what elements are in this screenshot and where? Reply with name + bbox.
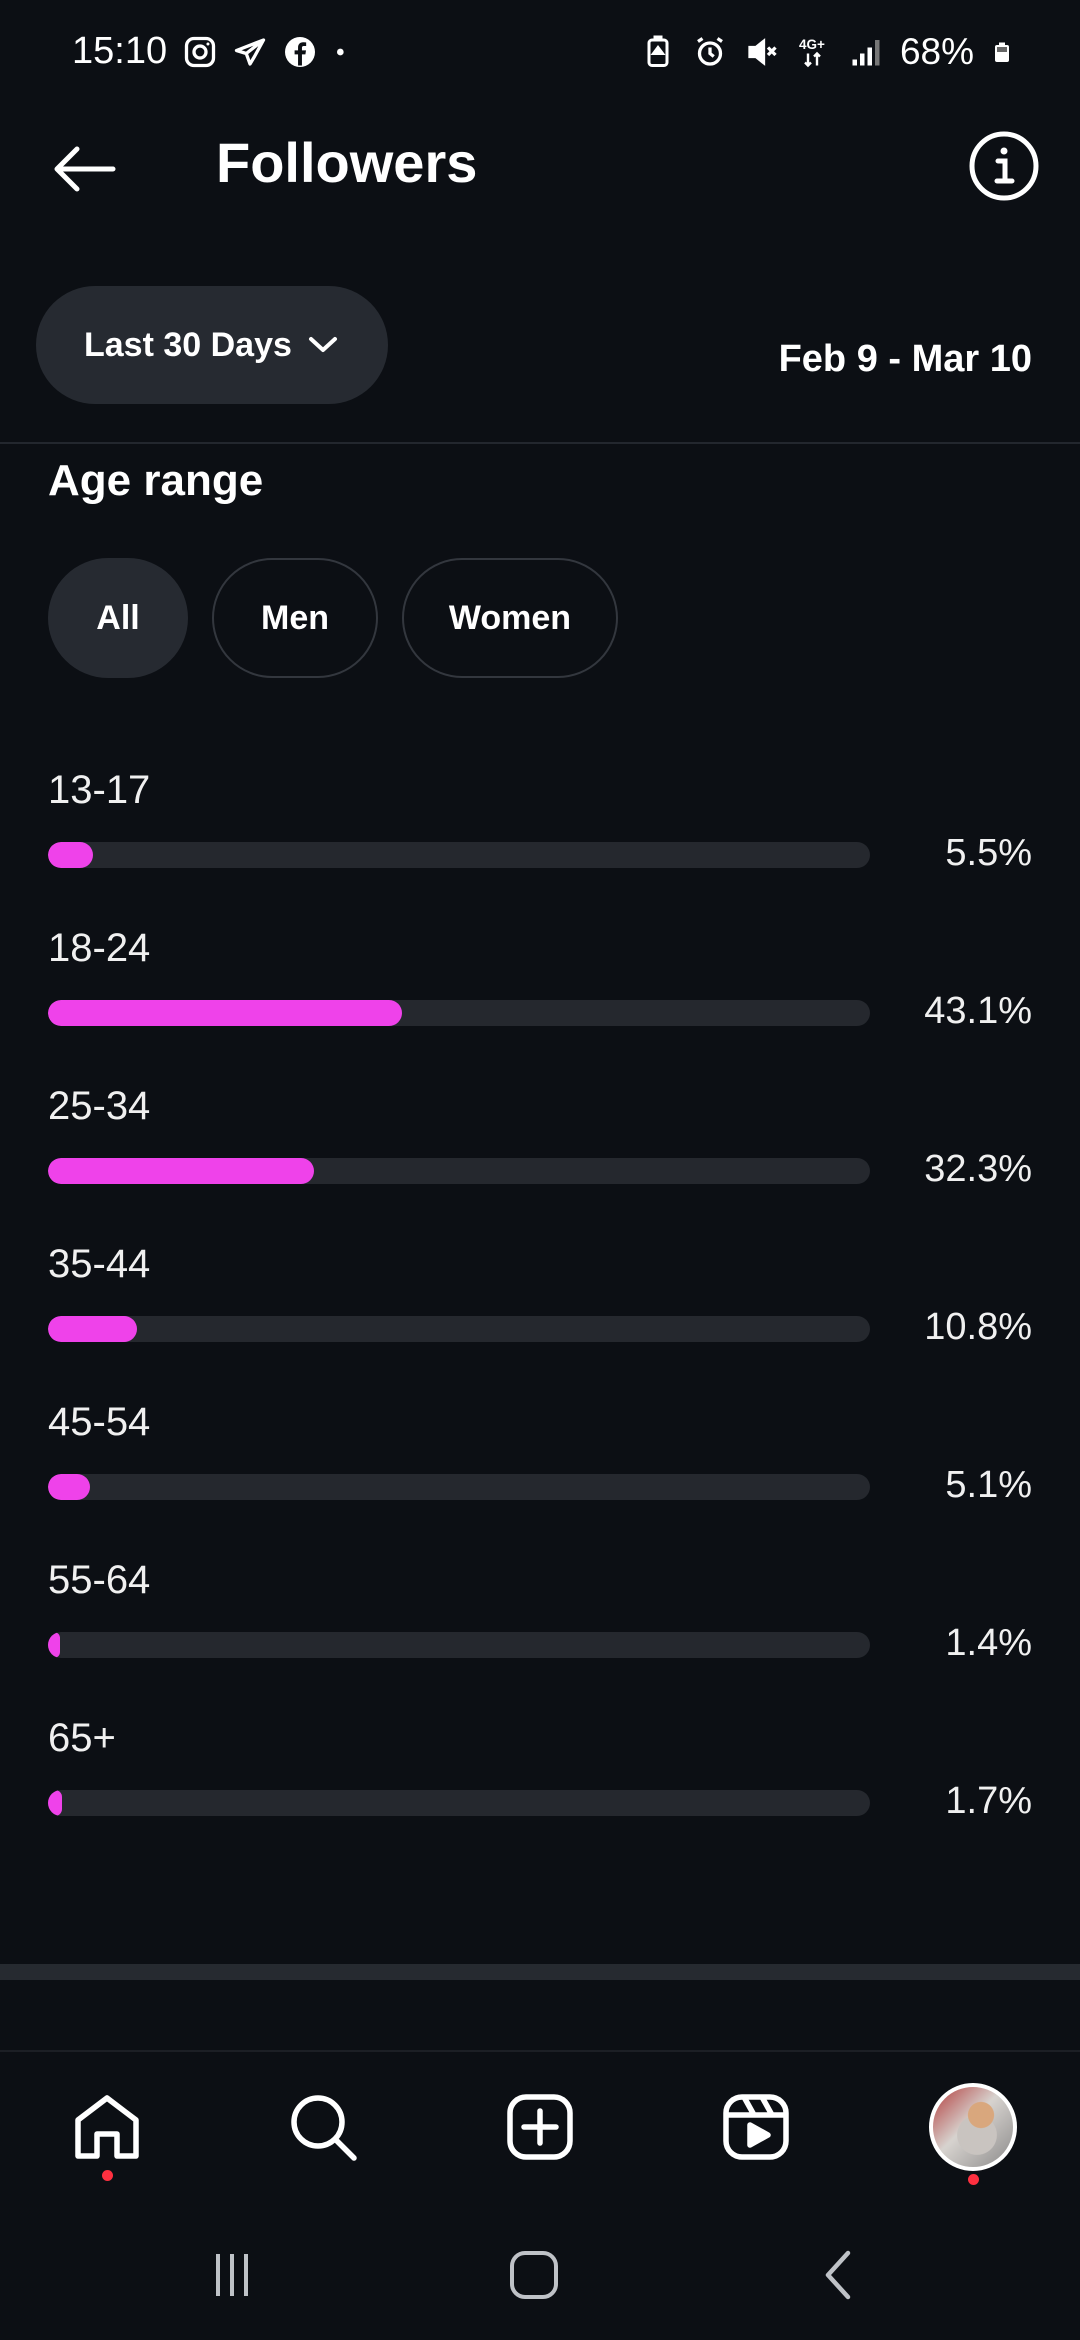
age-row: 45-54 5.1% xyxy=(0,1392,1080,1550)
age-value: 5.1% xyxy=(945,1464,1032,1506)
nav-home[interactable] xyxy=(62,2082,152,2181)
battery-percent: 68% xyxy=(899,31,974,72)
instagram-icon xyxy=(184,36,216,68)
age-label: 45-54 xyxy=(48,1400,151,1444)
network-4g-icon: 4G+ xyxy=(799,37,825,68)
dot-icon xyxy=(337,48,344,56)
age-label: 35-44 xyxy=(48,1242,151,1286)
arrow-left-icon xyxy=(54,146,116,192)
age-row: 55-64 1.4% xyxy=(0,1550,1080,1708)
gender-filter-chips: All Men Women xyxy=(48,558,618,678)
recent-apps-button[interactable] xyxy=(192,2240,272,2310)
age-row: 25-34 32.3% xyxy=(0,1076,1080,1234)
info-button[interactable] xyxy=(966,128,1042,204)
create-icon xyxy=(507,2094,573,2160)
bar-track xyxy=(48,1000,870,1026)
bar-fill xyxy=(48,1316,137,1342)
recent-apps-icon xyxy=(216,2254,248,2296)
system-nav-bar xyxy=(0,2200,1080,2340)
status-time: 15:10 xyxy=(72,30,168,72)
age-value: 43.1% xyxy=(924,990,1032,1032)
chip-men[interactable]: Men xyxy=(212,558,378,678)
age-value: 32.3% xyxy=(924,1148,1032,1190)
bar-fill xyxy=(48,1000,403,1026)
system-status-icons: 4G+ 68% xyxy=(640,30,1014,74)
age-label: 25-34 xyxy=(48,1084,151,1128)
bar-track xyxy=(48,1158,870,1184)
reels-icon xyxy=(723,2094,789,2160)
bar-track xyxy=(48,1790,870,1816)
bar-fill xyxy=(48,842,94,868)
notification-icons xyxy=(182,30,352,74)
profile-avatar xyxy=(929,2083,1017,2171)
svg-text:4G+: 4G+ xyxy=(799,37,825,52)
bar-fill xyxy=(48,1790,62,1816)
date-range-dropdown-label: Last 30 Days xyxy=(84,325,292,364)
nav-create[interactable] xyxy=(495,2082,585,2172)
home-icon xyxy=(75,2095,139,2159)
age-range-chart: 13-17 5.5% 18-24 43.1% 25-34 32.3% 35-44… xyxy=(0,760,1080,1866)
age-label: 65+ xyxy=(48,1716,116,1760)
system-back-button[interactable] xyxy=(798,2240,878,2310)
age-row: 13-17 5.5% xyxy=(0,760,1080,918)
system-home-button[interactable] xyxy=(494,2240,574,2310)
bar-fill xyxy=(48,1158,314,1184)
bar-track xyxy=(48,1474,870,1500)
section-divider xyxy=(0,1964,1080,1980)
bar-track xyxy=(48,1632,870,1658)
date-range-text: Feb 9 - Mar 10 xyxy=(778,338,1032,380)
nav-reels[interactable] xyxy=(711,2082,801,2172)
divider xyxy=(0,442,1080,444)
age-label: 13-17 xyxy=(48,768,151,812)
age-row: 65+ 1.7% xyxy=(0,1708,1080,1866)
age-row: 35-44 10.8% xyxy=(0,1234,1080,1392)
back-nav-icon xyxy=(825,2250,851,2300)
age-value: 1.7% xyxy=(945,1780,1032,1822)
age-value: 10.8% xyxy=(924,1306,1032,1348)
chip-all[interactable]: All xyxy=(48,558,188,678)
nav-search[interactable] xyxy=(278,2082,368,2172)
signal-icon xyxy=(852,40,880,66)
nav-profile[interactable] xyxy=(928,2082,1018,2185)
back-button[interactable] xyxy=(44,134,124,204)
battery-saver-icon xyxy=(647,35,669,67)
date-range-dropdown[interactable]: Last 30 Days xyxy=(36,286,388,404)
search-icon xyxy=(291,2095,357,2161)
bar-track xyxy=(48,1316,870,1342)
chip-women[interactable]: Women xyxy=(402,558,618,678)
header: Followers xyxy=(0,104,1080,224)
age-label: 18-24 xyxy=(48,926,151,970)
age-value: 5.5% xyxy=(945,832,1032,874)
bottom-nav xyxy=(0,2050,1080,2200)
telegram-icon xyxy=(234,38,266,66)
page-title: Followers xyxy=(216,131,478,194)
section-title: Age range xyxy=(48,456,264,505)
home-button-icon xyxy=(510,2251,558,2299)
info-icon xyxy=(969,131,1039,201)
mute-icon xyxy=(748,38,777,66)
bar-fill xyxy=(48,1632,60,1658)
bar-fill xyxy=(48,1474,90,1500)
alarm-icon xyxy=(697,37,723,66)
facebook-icon xyxy=(285,37,315,67)
bar-track xyxy=(48,842,870,868)
notification-dot xyxy=(968,2174,979,2185)
notification-dot xyxy=(102,2170,113,2181)
status-bar: 15:10 4G+ 68% xyxy=(0,0,1080,104)
battery-icon xyxy=(995,42,1009,62)
age-value: 1.4% xyxy=(945,1622,1032,1664)
chevron-down-icon xyxy=(308,337,337,352)
age-label: 55-64 xyxy=(48,1558,151,1602)
age-row: 18-24 43.1% xyxy=(0,918,1080,1076)
